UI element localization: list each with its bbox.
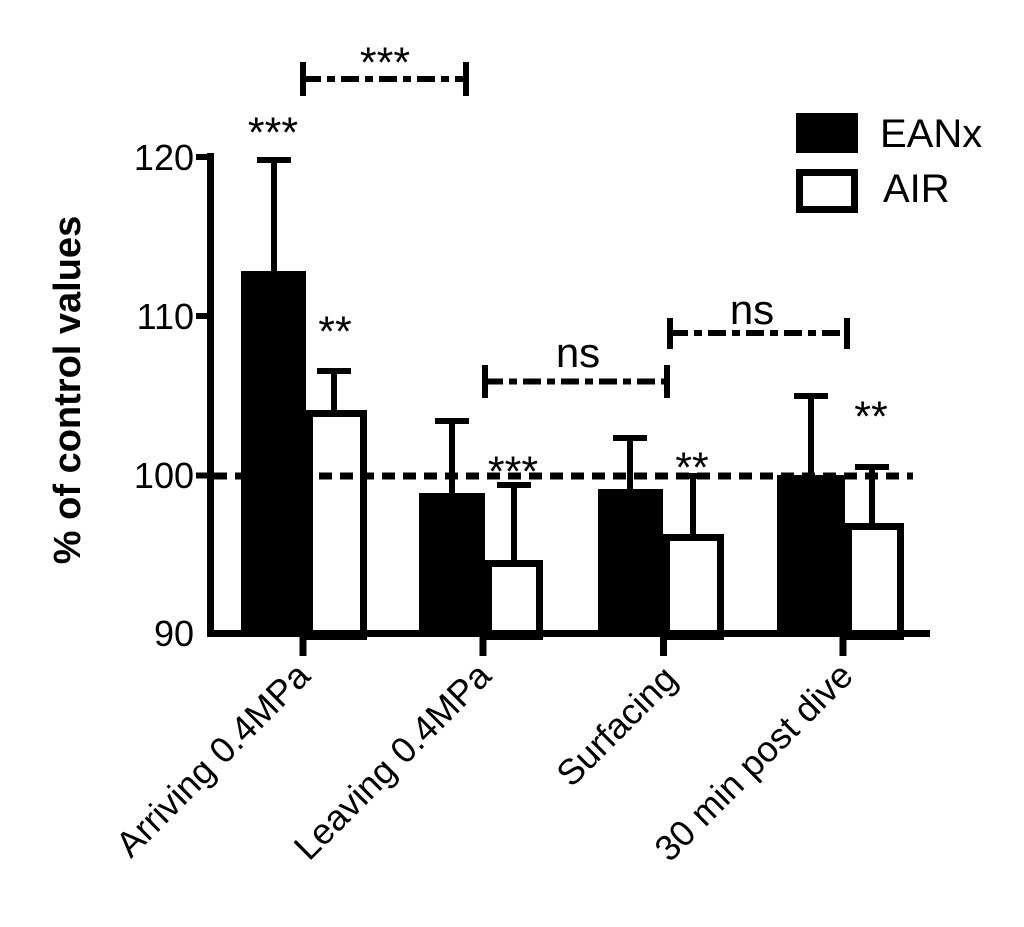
svg-text:% of control values: % of control values [47,216,89,564]
svg-text:Arriving 0.4MPa: Arriving 0.4MPa [108,654,319,865]
svg-text:ns: ns [556,329,600,376]
svg-text:120: 120 [134,137,194,178]
svg-text:**: ** [675,444,709,492]
svg-text:110: 110 [137,296,194,337]
svg-text:***: *** [248,109,298,157]
svg-text:**: ** [318,308,352,356]
svg-text:100: 100 [134,455,194,496]
svg-text:***: *** [360,39,410,87]
svg-text:AIR: AIR [883,167,950,211]
svg-text:ns: ns [730,286,774,333]
svg-text:EANx: EANx [880,112,982,156]
svg-text:90: 90 [154,613,194,654]
svg-text:***: *** [488,448,538,496]
svg-text:Surfacing: Surfacing [548,658,685,795]
svg-text:**: ** [854,393,888,441]
svg-text:Leaving 0.4MPa: Leaving 0.4MPa [286,654,500,868]
